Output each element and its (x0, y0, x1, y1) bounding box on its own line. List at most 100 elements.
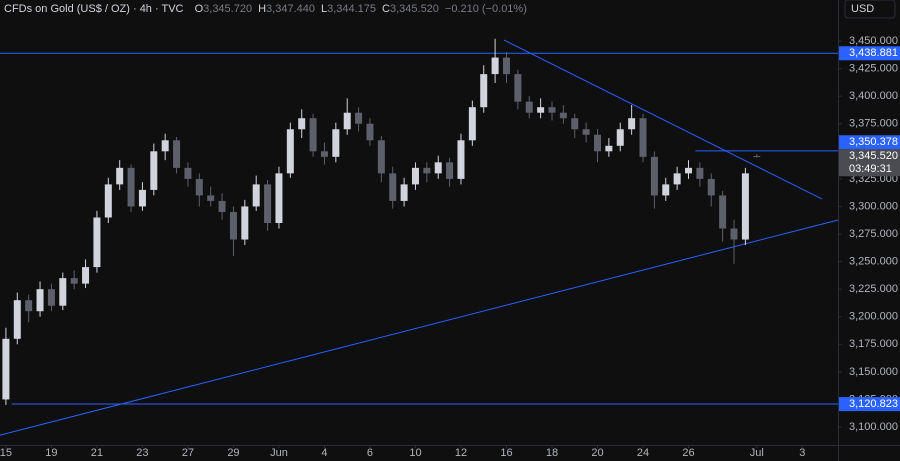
candle-body (298, 118, 306, 130)
candle-body (355, 112, 363, 124)
candle-body (423, 167, 431, 174)
candle-body (320, 151, 328, 157)
ohlc-value: 3,345.520 (390, 3, 439, 15)
candle-body (127, 167, 135, 207)
x-tick-label: 27 (182, 447, 194, 459)
x-tick-label: 16 (500, 447, 512, 459)
currency-button[interactable] (844, 0, 896, 19)
candle-body (468, 107, 476, 141)
x-tick-label: Jul (750, 447, 764, 459)
x-tick-label: 15 (0, 447, 12, 459)
y-tick-label: 3,150.000 (849, 366, 898, 378)
y-tick-label: 3,400.000 (849, 90, 898, 102)
x-tick-label: 18 (546, 447, 558, 459)
candle-body (275, 173, 283, 223)
candle-body (116, 167, 124, 185)
ohlc-value: 3,345.720 (203, 3, 252, 15)
ohlc-key: L (321, 3, 327, 15)
candle-body (184, 167, 192, 179)
candle-body (332, 129, 340, 157)
candle-body (36, 289, 44, 312)
level-tag-label: 3,120.823 (849, 398, 898, 410)
y-tick-label: 3,250.000 (849, 256, 898, 268)
candle-body (343, 112, 351, 130)
candle-body (25, 300, 33, 312)
candle-body (593, 134, 601, 152)
y-tick-label: 3,100.000 (849, 421, 898, 433)
ohlc-key: C (382, 3, 390, 15)
candle-body (411, 167, 419, 185)
candle-body (150, 151, 158, 190)
candle-body (389, 173, 397, 201)
candle-body (639, 118, 647, 157)
x-tick-label: 3 (799, 447, 805, 459)
ohlc-key: O (195, 3, 204, 15)
x-tick-label: 6 (367, 447, 373, 459)
candle-body (673, 173, 681, 185)
symbol: CFDs on Gold (US$ / OZ) · 4h · TVC (4, 3, 184, 15)
candle-body (548, 107, 556, 113)
last-price-label: 3,345.520 (849, 150, 898, 162)
candle-body (59, 278, 67, 306)
y-tick-label: 3,425.000 (849, 63, 898, 75)
x-tick-label: 10 (409, 447, 421, 459)
candle-body (173, 140, 181, 168)
candle-body (457, 140, 465, 179)
candle-body (616, 129, 624, 146)
change: −0.210 (−0.01%) (445, 3, 527, 15)
candle-body (366, 123, 374, 141)
y-tick-label: 3,200.000 (849, 311, 898, 323)
y-tick-label: 3,450.000 (849, 35, 898, 47)
x-tick-label: 23 (136, 447, 148, 459)
x-tick-label: Jun (270, 447, 288, 459)
x-tick-label: 19 (45, 447, 57, 459)
candle-body (70, 278, 78, 284)
candle-body (207, 195, 215, 201)
candle-body (650, 156, 658, 196)
x-tick-label: 20 (591, 447, 603, 459)
x-tick-label: 29 (227, 447, 239, 459)
candle-body (104, 184, 112, 218)
candle-body (571, 118, 579, 130)
candle-body (480, 74, 488, 108)
candle-body (741, 173, 749, 240)
countdown: 03:49:31 (849, 163, 892, 175)
ohlc-value: 3,347.440 (266, 3, 315, 15)
candle-body (400, 184, 408, 201)
candle-body (491, 57, 499, 75)
candle-body (241, 206, 249, 240)
y-tick-label: 3,175.000 (849, 338, 898, 350)
candle-body (13, 300, 21, 339)
x-tick-label: 4 (321, 447, 327, 459)
x-tick-label: 12 (455, 447, 467, 459)
candle-body (229, 211, 237, 240)
x-tick-label: 21 (91, 447, 103, 459)
candle-body (514, 74, 522, 102)
candle-body (559, 112, 567, 119)
candle-body (662, 184, 670, 196)
x-tick-label: 24 (637, 447, 649, 459)
candle-body (138, 189, 146, 207)
y-tick-label: 3,275.000 (849, 228, 898, 240)
ohlc-value: 3,344.175 (327, 3, 376, 15)
candle-body (719, 195, 727, 229)
y-tick-label: 3,300.000 (849, 200, 898, 212)
level-tag (839, 135, 900, 150)
candle-body (605, 145, 613, 152)
candle-body (696, 167, 704, 179)
candle-body (502, 57, 510, 75)
candle-body (264, 184, 272, 223)
candle-body (685, 167, 693, 174)
y-tick-label: 3,375.000 (849, 118, 898, 130)
level-tag (839, 46, 900, 61)
candle-body (753, 156, 761, 158)
candle-body (446, 162, 454, 179)
y-tick-label: 3,225.000 (849, 283, 898, 295)
candle-body (707, 178, 715, 196)
candle-body (582, 129, 590, 135)
candle-body (218, 200, 226, 212)
currency[interactable]: USD (851, 3, 874, 15)
candle-body (525, 101, 533, 113)
candle-body (309, 118, 317, 152)
